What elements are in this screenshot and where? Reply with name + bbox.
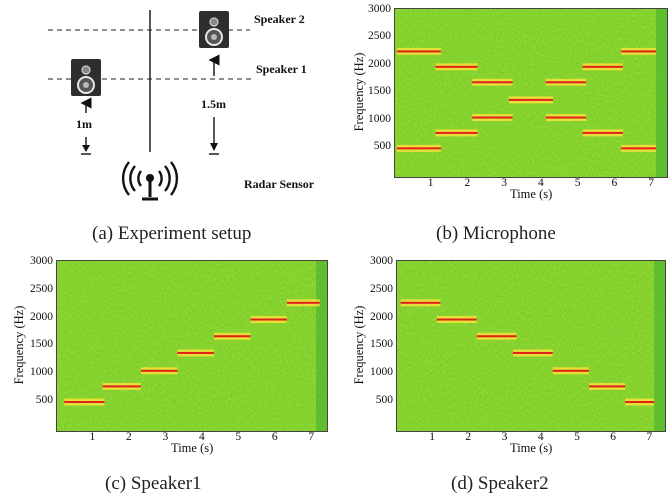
spectrogram-speaker2 xyxy=(396,260,666,432)
y-tick-label: 500 xyxy=(375,394,393,407)
caption-a: (a) Experiment setup xyxy=(92,223,252,244)
x-tick-label: 6 xyxy=(610,431,617,443)
y-tick-label: 1000 xyxy=(368,112,391,125)
y-tick-label: 500 xyxy=(373,140,391,153)
y-axis-label: Frequency (Hz) xyxy=(12,305,26,385)
tone-mark xyxy=(512,351,553,354)
x-axis-label: Time (s) xyxy=(510,441,553,455)
y-tick-label: 2000 xyxy=(368,57,391,70)
x-tick-label: 1 xyxy=(429,431,435,443)
distance-arrow-1-5m xyxy=(208,54,220,155)
tone-mark xyxy=(545,116,587,119)
tone-mark xyxy=(625,401,655,404)
tone-mark xyxy=(64,401,105,404)
spectrogram-speaker1 xyxy=(56,260,328,432)
spectrogram-edge-band xyxy=(654,261,665,431)
tone-mark xyxy=(508,98,554,101)
tone-mark xyxy=(621,147,656,150)
x-axis-label: Time (s) xyxy=(171,441,214,455)
y-tick-label: 3000 xyxy=(368,2,391,15)
speaker2-icon xyxy=(199,11,229,48)
tone-mark xyxy=(621,50,656,53)
y-tick-label: 3000 xyxy=(30,254,53,267)
x-tick-label: 3 xyxy=(501,431,508,443)
x-tick-label: 1 xyxy=(89,431,96,443)
x-tick-label: 3 xyxy=(162,431,169,443)
x-tick-label: 5 xyxy=(574,431,580,443)
caption-c: (c) Speaker1 xyxy=(105,473,202,494)
tone-mark xyxy=(582,65,623,68)
y-tick-label: 500 xyxy=(35,394,53,407)
x-tick-label: 5 xyxy=(574,177,581,189)
x-tick-label: 2 xyxy=(465,431,472,443)
x-tick-label: 7 xyxy=(308,431,315,443)
tone-mark xyxy=(140,369,178,372)
tone-mark xyxy=(435,131,478,134)
y-tick-label: 1500 xyxy=(370,338,393,351)
y-tick-label: 1500 xyxy=(30,338,53,351)
x-tick-label: 7 xyxy=(646,431,653,443)
spectrogram-edge-band xyxy=(655,9,667,177)
tone-mark xyxy=(400,301,441,304)
x-tick-label: 2 xyxy=(464,177,471,189)
tone-mark xyxy=(472,116,513,119)
x-tick-label: 4 xyxy=(537,431,544,443)
y-tick-label: 2000 xyxy=(30,310,53,323)
radar-sensor-icon xyxy=(121,161,179,201)
tone-mark xyxy=(396,147,441,150)
tone-mark xyxy=(435,65,478,68)
tone-mark xyxy=(436,318,477,321)
tone-mark xyxy=(396,50,441,53)
y-tick-label: 3000 xyxy=(370,254,393,267)
x-tick-label: 7 xyxy=(648,177,655,189)
caption-d: (d) Speaker2 xyxy=(451,473,549,494)
x-tick-label: 2 xyxy=(125,431,132,443)
spectrogram-edge-band xyxy=(316,261,327,431)
caption-b: (b) Microphone xyxy=(436,223,556,244)
y-tick-label: 1000 xyxy=(370,366,393,379)
tone-mark xyxy=(213,335,251,338)
spectrogram-microphone xyxy=(394,8,668,178)
distance-arrow-1m xyxy=(80,97,92,155)
tone-mark xyxy=(472,81,513,84)
spectrogram-plot xyxy=(395,9,667,177)
x-tick-label: 6 xyxy=(611,177,618,189)
x-tick-label: 5 xyxy=(235,431,242,443)
speaker1-label: Speaker 1 xyxy=(256,62,307,76)
radar-sensor-label: Radar Sensor xyxy=(244,177,315,191)
tone-mark xyxy=(588,385,626,388)
x-tick-label: 4 xyxy=(538,177,544,189)
x-tick-label: 3 xyxy=(501,177,508,189)
y-tick-label: 2500 xyxy=(370,282,393,295)
spectrogram-plot xyxy=(397,261,665,431)
y-axis-label: Frequency (Hz) xyxy=(352,52,366,132)
spectrogram-noise xyxy=(397,261,665,431)
spectrogram-plot xyxy=(57,261,327,431)
x-tick-label: 6 xyxy=(271,431,278,443)
tone-mark xyxy=(552,369,589,372)
tone-mark xyxy=(476,335,517,338)
tone-mark xyxy=(545,81,587,84)
y-tick-label: 2000 xyxy=(370,310,393,323)
distance-label-1-5m: 1.5m xyxy=(201,97,226,111)
y-tick-label: 2500 xyxy=(368,30,391,43)
y-tick-label: 1000 xyxy=(30,366,53,379)
y-axis-label: Frequency (Hz) xyxy=(352,305,366,385)
tone-mark xyxy=(102,385,141,388)
tone-mark xyxy=(286,301,320,304)
y-tick-label: 2500 xyxy=(30,282,53,295)
x-axis-label: Time (s) xyxy=(510,187,553,201)
y-tick-label: 1500 xyxy=(368,85,391,98)
x-tick-label: 1 xyxy=(427,177,434,189)
speaker1-icon xyxy=(71,59,101,96)
distance-label-1m: 1m xyxy=(76,117,92,131)
speaker2-label: Speaker 2 xyxy=(254,12,305,26)
tone-mark xyxy=(582,131,623,134)
tone-mark xyxy=(250,318,287,321)
experiment-setup-diagram xyxy=(48,10,252,201)
tone-mark xyxy=(177,351,214,354)
x-tick-label: 4 xyxy=(198,431,205,443)
